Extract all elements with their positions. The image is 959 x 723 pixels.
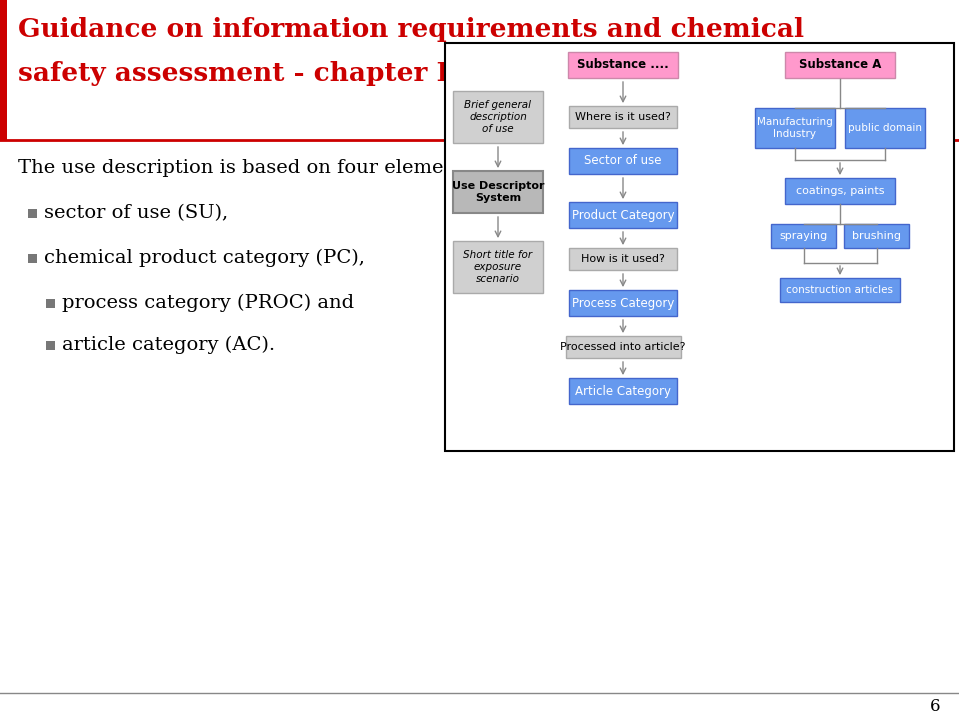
Text: process category (PROC) and: process category (PROC) and	[62, 294, 354, 312]
Bar	[569, 290, 677, 316]
Text: safety assessment - chapter R.12: Use descriptor system: safety assessment - chapter R.12: Use de…	[18, 61, 851, 85]
Bar	[771, 224, 836, 248]
Text: Short title for
exposure
scenario: Short title for exposure scenario	[463, 250, 532, 283]
Bar	[569, 248, 677, 270]
Bar	[845, 108, 925, 148]
Bar	[568, 52, 678, 78]
Bar	[755, 108, 835, 148]
Text: coatings, paints: coatings, paints	[796, 186, 884, 196]
Bar	[0, 0, 7, 140]
Text: Use Descriptor
System: Use Descriptor System	[452, 181, 545, 202]
Bar	[445, 43, 954, 451]
Text: 6: 6	[929, 698, 940, 715]
Text: How is it used?: How is it used?	[581, 254, 665, 264]
Bar	[453, 241, 543, 293]
Bar	[569, 378, 677, 404]
Text: Guidance on information requirements and chemical: Guidance on information requirements and…	[18, 17, 804, 43]
Bar	[785, 52, 895, 78]
Text: spraying: spraying	[780, 231, 828, 241]
Bar	[780, 278, 900, 302]
Text: Product Category: Product Category	[572, 208, 674, 221]
Text: Brief general
description
of use: Brief general description of use	[464, 100, 531, 134]
Text: Where is it used?: Where is it used?	[575, 112, 671, 122]
Bar	[453, 171, 543, 213]
Text: Process Category: Process Category	[572, 296, 674, 309]
Bar	[785, 178, 895, 204]
Bar	[566, 336, 681, 358]
Text: Article Category: Article Category	[575, 385, 671, 398]
Bar	[844, 224, 909, 248]
Bar	[569, 202, 677, 228]
Bar	[569, 106, 677, 128]
Text: chemical product category (PC),: chemical product category (PC),	[44, 249, 364, 267]
Text: Substance A: Substance A	[799, 59, 881, 72]
Text: Processed into article?: Processed into article?	[560, 342, 686, 352]
Text: Sector of use: Sector of use	[584, 155, 662, 168]
Bar	[46, 341, 55, 350]
Bar	[453, 91, 543, 143]
Bar	[569, 148, 677, 174]
Text: construction articles: construction articles	[786, 285, 894, 295]
Bar	[28, 209, 37, 218]
Text: Substance ....: Substance ....	[577, 59, 668, 72]
Text: public domain: public domain	[848, 123, 922, 133]
Text: brushing: brushing	[852, 231, 901, 241]
Text: article category (AC).: article category (AC).	[62, 336, 275, 354]
Text: The use description is based on four elements:: The use description is based on four ele…	[18, 159, 480, 177]
Bar	[46, 299, 55, 308]
Text: sector of use (SU),: sector of use (SU),	[44, 204, 228, 222]
Bar	[28, 254, 37, 263]
Text: Manufacturing
Industry: Manufacturing Industry	[757, 117, 832, 139]
